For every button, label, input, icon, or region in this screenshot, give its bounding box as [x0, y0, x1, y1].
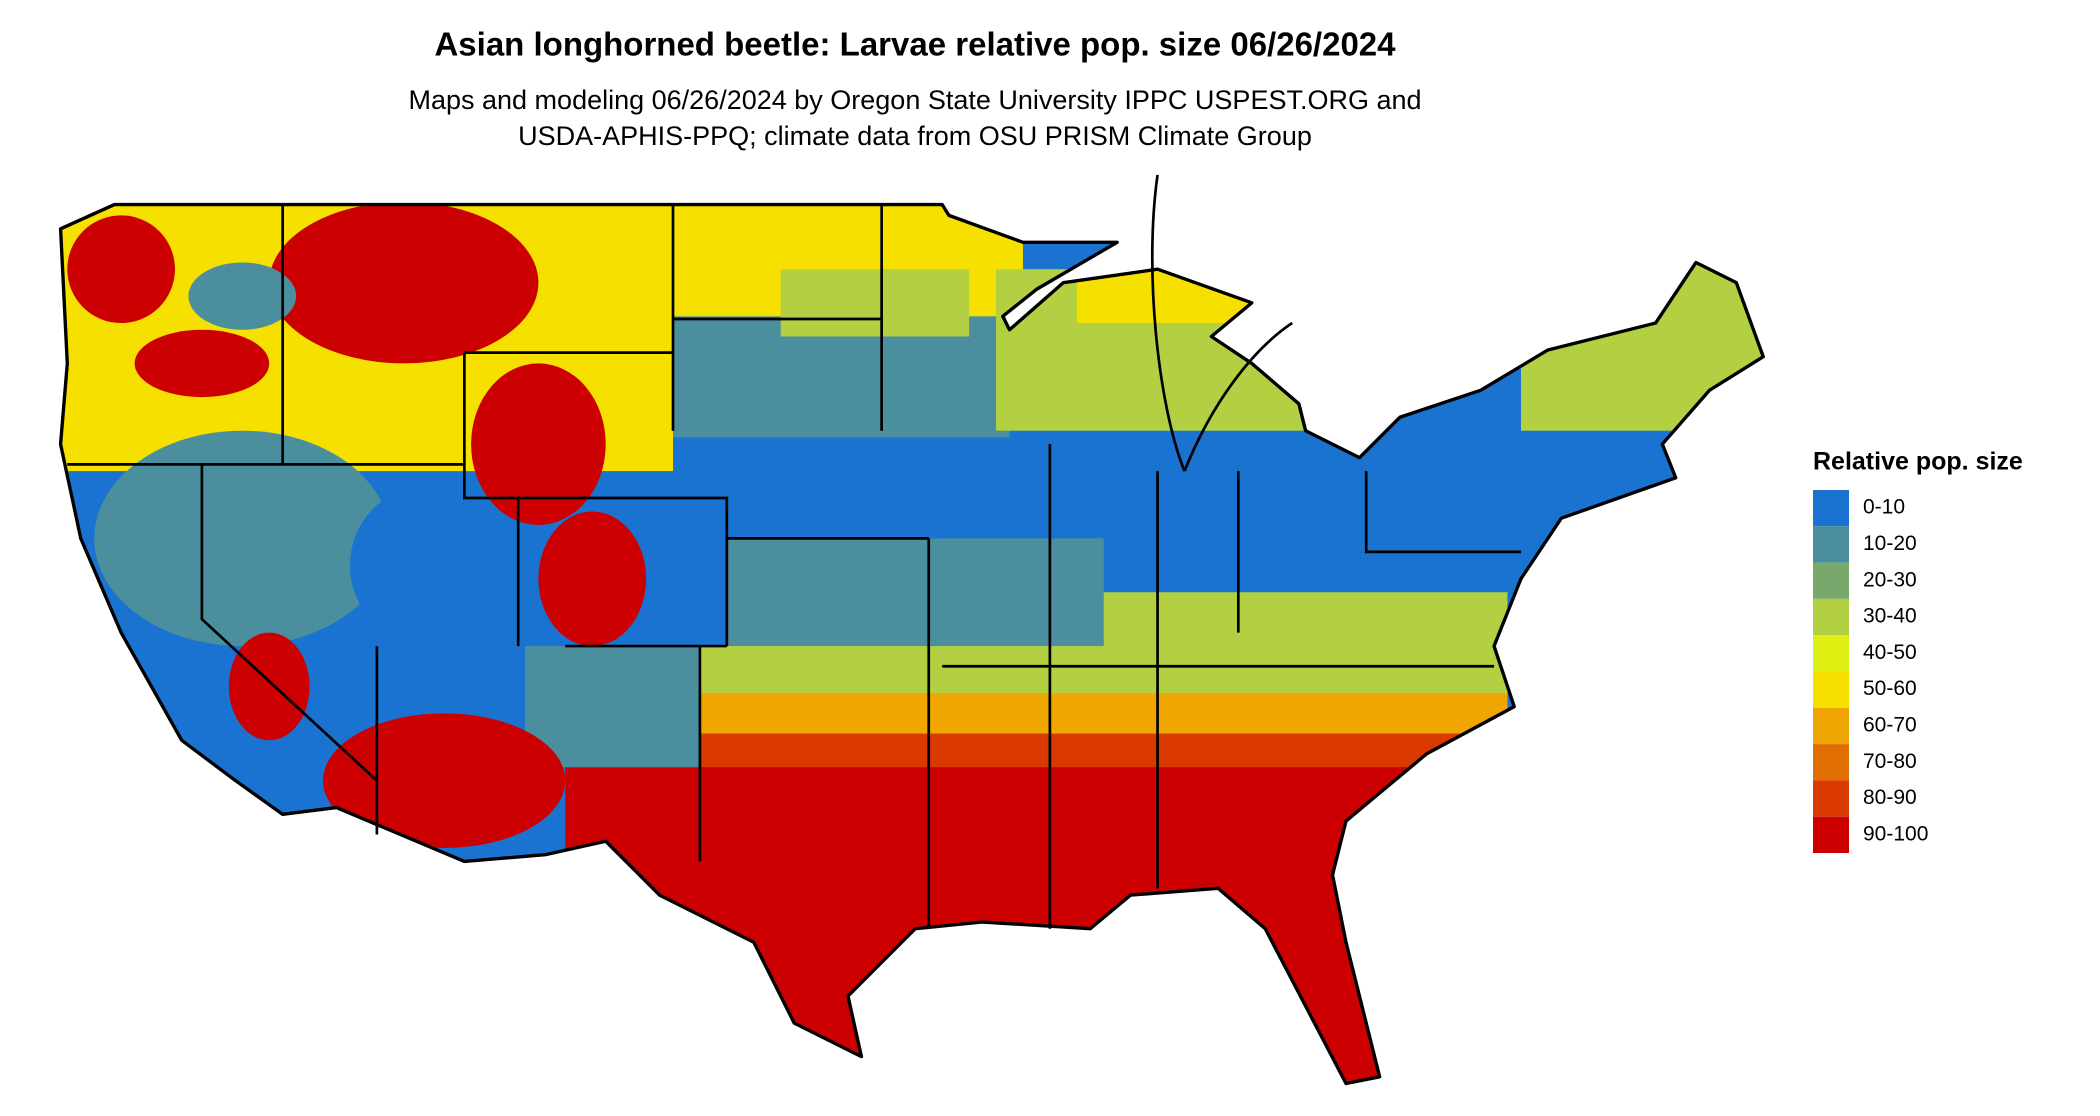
legend-label: 20-30 — [1863, 568, 1917, 591]
legend-swatch — [1813, 635, 1849, 672]
region — [67, 215, 175, 324]
legend-swatch — [1813, 707, 1849, 745]
subtitle: USDA-APHIS-PPQ; climate data from OSU PR… — [518, 121, 1312, 151]
subtitle: Maps and modeling 06/26/2024 by Oregon S… — [408, 85, 1421, 115]
legend-label: 90-100 — [1863, 822, 1928, 845]
map — [58, 174, 1765, 1086]
region — [323, 713, 566, 848]
legend-label: 80-90 — [1863, 786, 1917, 809]
region — [524, 646, 700, 768]
legend-title: Relative pop. size — [1813, 448, 2023, 476]
region — [134, 329, 270, 398]
state-borders — [67, 174, 1521, 929]
title: Asian longhorned beetle: Larvae relative… — [434, 26, 1396, 63]
region — [349, 484, 512, 647]
region — [1520, 255, 1764, 431]
map-outline — [58, 202, 1765, 1086]
region — [471, 363, 606, 525]
map-fill — [60, 204, 1764, 1084]
region — [673, 316, 1010, 438]
legend-swatch — [1813, 671, 1849, 708]
legend-label: 60-70 — [1863, 713, 1917, 736]
legend-swatch — [1813, 598, 1849, 636]
region — [188, 262, 297, 330]
legend-swatch — [1813, 562, 1849, 599]
region — [94, 430, 391, 647]
region — [269, 204, 539, 364]
legend-label: 50-60 — [1863, 677, 1917, 700]
region — [726, 538, 1104, 660]
border — [1150, 174, 1293, 472]
region — [228, 632, 310, 741]
region — [538, 511, 647, 647]
legend-label: 30-40 — [1863, 605, 1917, 628]
legend-swatch — [1813, 526, 1849, 563]
legend-label: 70-80 — [1863, 750, 1917, 773]
legend-swatch — [1813, 744, 1849, 781]
region — [780, 269, 970, 337]
legend-swatch — [1813, 490, 1849, 527]
legend-swatch — [1813, 816, 1849, 853]
legend-label: 40-50 — [1863, 641, 1917, 664]
legend-label: 0-10 — [1863, 496, 1905, 519]
legend: 0-10 10-20 20-30 30-40 40-50 50-60 60-70 70-80 8… — [1813, 490, 1928, 853]
region — [565, 767, 1508, 1084]
region — [94, 646, 229, 754]
legend-label: 10-20 — [1863, 532, 1917, 555]
legend-swatch — [1813, 780, 1849, 817]
border — [67, 204, 1521, 929]
